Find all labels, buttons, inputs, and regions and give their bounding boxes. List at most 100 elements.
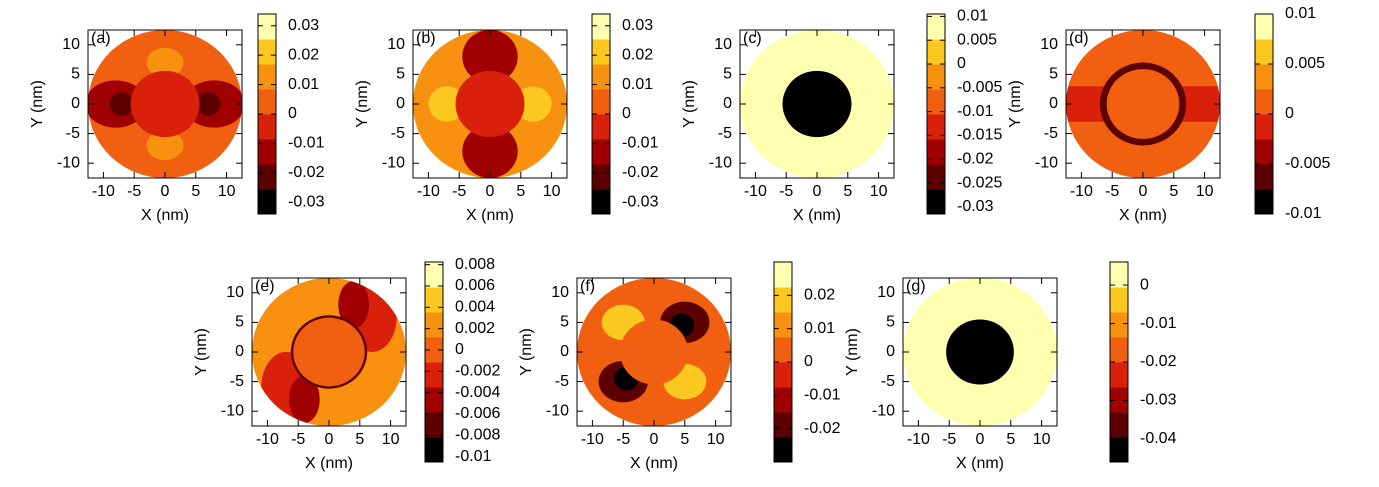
colorbar-band <box>1110 362 1128 388</box>
y-axis-label: Y (nm) <box>29 80 46 128</box>
colorbar-tick-label: -0.01 <box>957 103 994 120</box>
panel-label: (c) <box>743 30 762 47</box>
colorbar-tick-label: -0.015 <box>957 127 1002 144</box>
field-core <box>455 70 525 138</box>
colorbar-band <box>258 89 276 115</box>
colorbar-band <box>258 164 276 190</box>
x-tick-label: 0 <box>1139 183 1148 200</box>
colorbar-tick-label: -0.008 <box>455 427 500 444</box>
colorbar-band <box>592 189 610 215</box>
x-tick-label: -10 <box>581 431 604 448</box>
x-tick-label: 0 <box>161 183 170 200</box>
colorbar-tick-label: 0.01 <box>1285 5 1316 22</box>
x-tick-label: 0 <box>976 431 985 448</box>
colorbar-tick-label: -0.005 <box>957 79 1002 96</box>
y-tick-label: -10 <box>1035 154 1058 171</box>
y-tick-label: -10 <box>709 154 732 171</box>
x-tick-label: -5 <box>291 431 305 448</box>
y-tick-label: -5 <box>391 125 405 142</box>
y-tick-label: 0 <box>886 343 895 360</box>
colorbar-band <box>258 39 276 65</box>
panel-label: (g) <box>906 278 926 295</box>
colorbar-tick-label: -0.03 <box>957 198 994 215</box>
colorbar-band <box>425 362 443 388</box>
x-tick-label: -10 <box>256 431 279 448</box>
field-core <box>782 70 852 138</box>
x-axis-label: X (nm) <box>141 207 189 224</box>
colorbar-tick-label: -0.01 <box>1285 205 1322 222</box>
y-axis-label: Y (nm) <box>681 80 698 128</box>
colorbar-band <box>1110 387 1128 413</box>
colorbar-band <box>425 312 443 338</box>
x-tick-label: 5 <box>191 183 200 200</box>
field-core <box>293 317 365 387</box>
field-lobe <box>146 130 184 161</box>
field-lobe <box>146 47 184 78</box>
x-tick-label: 10 <box>543 183 561 200</box>
x-tick-label: 10 <box>1196 183 1214 200</box>
y-tick-label: -10 <box>57 154 80 171</box>
colorbar-band <box>1255 39 1273 65</box>
field-lobe <box>195 92 221 116</box>
colorbar-band <box>592 64 610 90</box>
y-axis-label: Y (nm) <box>844 328 861 376</box>
colorbar-tick-label: 0.004 <box>455 299 495 316</box>
colorbar-band <box>1255 139 1273 165</box>
y-tick-label: 10 <box>877 284 895 301</box>
x-tick-label: 10 <box>218 183 236 200</box>
y-tick-label: 5 <box>560 314 569 331</box>
x-tick-label: 10 <box>870 183 888 200</box>
colorbar-band <box>774 262 792 288</box>
colorbar-band <box>1110 312 1128 338</box>
colorbar-tick-label: -0.02 <box>1140 353 1177 370</box>
colorbar-band <box>1110 437 1128 463</box>
x-axis-label: X (nm) <box>466 207 514 224</box>
x-tick-label: 0 <box>486 183 495 200</box>
colorbar-band <box>774 387 792 413</box>
colorbar-tick-label: 0 <box>622 105 631 122</box>
colorbar-tick-label: -0.02 <box>622 164 659 181</box>
field <box>252 278 406 426</box>
colorbar-band <box>592 164 610 190</box>
x-tick-label: -10 <box>1070 183 1093 200</box>
panel-label: (e) <box>255 278 275 295</box>
colorbar-band <box>425 262 443 288</box>
colorbar-band <box>592 14 610 40</box>
colorbar-tick-label: 0.02 <box>622 46 653 63</box>
x-tick-label: 5 <box>680 431 689 448</box>
colorbar-band <box>425 387 443 413</box>
colorbar-band <box>258 14 276 40</box>
y-tick-label: -5 <box>555 373 569 390</box>
y-tick-label: 5 <box>723 66 732 83</box>
field-lobe <box>462 30 518 84</box>
y-tick-label: -5 <box>1044 125 1058 142</box>
field-core <box>620 319 688 385</box>
y-tick-label: 0 <box>396 95 405 112</box>
colorbar-tick-label: -0.03 <box>622 193 659 210</box>
y-tick-label: 0 <box>71 95 80 112</box>
x-axis-label: X (nm) <box>1119 207 1167 224</box>
field <box>740 30 894 178</box>
x-axis-label: X (nm) <box>630 455 678 472</box>
colorbar-tick-label: -0.03 <box>1140 392 1177 409</box>
colorbar-band <box>592 89 610 115</box>
field-lobe <box>109 92 135 116</box>
x-tick-label: -5 <box>452 183 466 200</box>
x-tick-label: -10 <box>744 183 767 200</box>
colorbar-tick-label: 0.01 <box>804 320 835 337</box>
y-tick-label: 5 <box>235 314 244 331</box>
colorbar-tick-label: 0.01 <box>622 76 653 93</box>
y-tick-label: 5 <box>1049 66 1058 83</box>
colorbar-band <box>258 139 276 165</box>
y-axis-label: Y (nm) <box>354 80 371 128</box>
colorbar-band <box>1255 189 1273 215</box>
colorbar-band <box>774 362 792 388</box>
field-lobe <box>428 86 466 122</box>
x-tick-label: 10 <box>707 431 725 448</box>
x-tick-label: -5 <box>127 183 141 200</box>
colorbar-tick-label: -0.02 <box>804 420 841 437</box>
field-core <box>130 70 200 138</box>
colorbar-tick-label: -0.004 <box>455 384 500 401</box>
y-tick-label: -10 <box>221 402 244 419</box>
